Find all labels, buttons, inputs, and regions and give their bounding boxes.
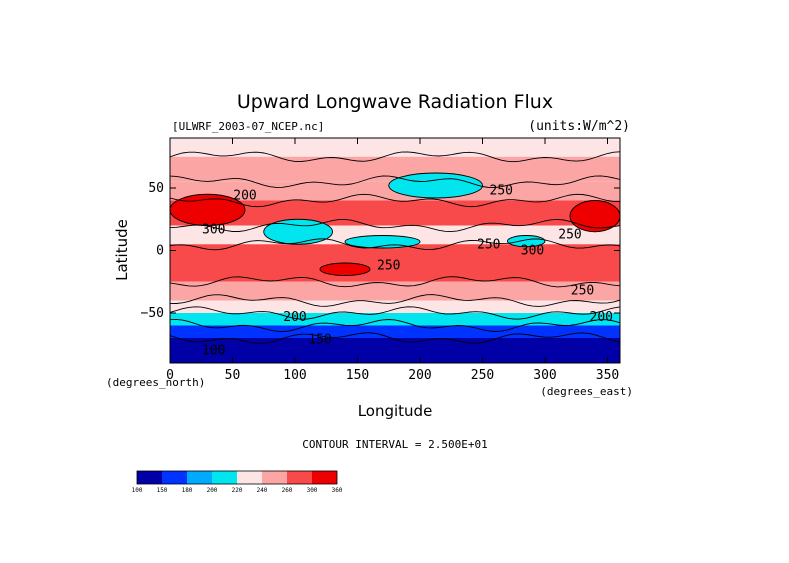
x-tick-label-6: 300	[533, 368, 556, 383]
contour-line-5	[170, 276, 620, 288]
contour-ring-2	[319, 262, 371, 276]
contour-label-6: 250	[571, 284, 594, 299]
x-tick-label-1: 50	[225, 368, 241, 383]
field-band-7	[170, 300, 620, 313]
field-band-5	[170, 244, 620, 282]
x-tick-label-5: 250	[471, 368, 494, 383]
colorbar-tick-label-6: 260	[282, 487, 293, 494]
contour-line-7	[170, 306, 620, 320]
colorbar: 100 150 180 200 220 240 260 300 360	[132, 470, 343, 494]
colorbar-tick-label-8: 360	[332, 487, 343, 494]
colorbar-swatch-2	[187, 471, 212, 484]
contour-line-3	[170, 218, 620, 233]
chart-title: Upward Longwave Radiation Flux	[237, 91, 553, 113]
contour-label-7: 200	[283, 310, 306, 325]
y-unit-label: (degrees_north)	[106, 376, 205, 389]
x-tick-label-3: 150	[346, 368, 369, 383]
heatmap-field	[170, 138, 620, 363]
colorbar-swatch-7	[312, 471, 337, 484]
colorbar-swatch-1	[162, 471, 187, 484]
contour-lines	[170, 151, 620, 344]
contour-label-9: 150	[308, 332, 331, 347]
contour-label-4: 250	[558, 227, 581, 242]
contour-ring-3	[263, 218, 333, 245]
colorbar-swatch-3	[212, 471, 237, 484]
field-band-1	[170, 156, 620, 182]
contour-line-1	[170, 175, 620, 188]
x-tick-label-4: 200	[408, 368, 431, 383]
colorbar-tick-label-5: 240	[257, 487, 268, 494]
contour-label-11: 300	[521, 244, 544, 259]
colorbar-swatch-4	[237, 471, 262, 484]
field-band-6	[170, 281, 620, 301]
colorbar-tick-label-7: 300	[307, 487, 318, 494]
colorbar-tick-label-4: 220	[232, 487, 243, 494]
field-anomaly-4	[388, 173, 483, 198]
chart-subtitle-left: [ULWRF_2003-07_NCEP.nc]	[172, 120, 324, 133]
colorbar-tick-label-1: 150	[157, 487, 168, 494]
colorbar-tick-label-0: 100	[132, 487, 143, 494]
colorbar-swatch-0	[137, 471, 162, 484]
field-anomaly-0	[170, 194, 245, 226]
contour-ring-4	[388, 172, 483, 199]
contour-line-9	[170, 332, 620, 344]
y-axis-ticks: −50 0 50	[141, 181, 620, 321]
x-axis-label: Longitude	[358, 402, 433, 420]
colorbar-swatch-5	[262, 471, 287, 484]
contour-label-3: 250	[477, 237, 500, 252]
contour-label-0: 250	[490, 184, 513, 199]
contour-ring-1	[569, 200, 620, 233]
x-unit-label: (degrees_east)	[540, 385, 633, 398]
colorbar-frame	[136, 470, 338, 485]
chart-subtitle-right: (units:W/m^2)	[528, 119, 630, 134]
contour-line-8	[170, 318, 620, 333]
colorbar-tick-label-3: 200	[207, 487, 218, 494]
contour-ring-0	[170, 193, 246, 226]
y-tick-label-1: 0	[156, 244, 164, 259]
field-anomaly-2	[320, 263, 370, 276]
x-tick-label-0: 0	[166, 368, 174, 383]
contour-label-2: 300	[202, 222, 225, 237]
field-anomaly-1	[570, 200, 620, 232]
field-band-0	[170, 138, 620, 157]
colorbar-swatch-6	[287, 471, 312, 484]
contour-line-0	[170, 151, 620, 163]
field-band-10	[170, 338, 620, 363]
y-tick-label-0: −50	[141, 306, 164, 321]
contour-interval-label: CONTOUR INTERVAL = 2.500E+01	[302, 438, 487, 451]
contour-label-1: 200	[233, 189, 256, 204]
field-anomaly-3	[263, 219, 333, 245]
field-anomaly-5	[507, 235, 545, 247]
field-band-9	[170, 325, 620, 338]
contour-line-6	[170, 294, 620, 307]
field-band-8	[170, 313, 620, 326]
contour-ring-5	[507, 235, 546, 248]
contour-label-5: 250	[377, 259, 400, 274]
x-tick-label-7: 350	[596, 368, 619, 383]
contour-label-8: 200	[590, 310, 613, 325]
contour-ring-6	[344, 235, 421, 249]
y-axis-label: Latitude	[113, 219, 131, 281]
y-tick-label-2: 50	[148, 181, 164, 196]
contour-label-10: 100	[202, 344, 225, 359]
x-axis-ticks: 0 50 100 150 200 250 300 350	[166, 138, 619, 383]
contour-line-2	[170, 193, 620, 208]
x-tick-label-2: 100	[283, 368, 306, 383]
colorbar-tick-label-2: 180	[182, 487, 193, 494]
